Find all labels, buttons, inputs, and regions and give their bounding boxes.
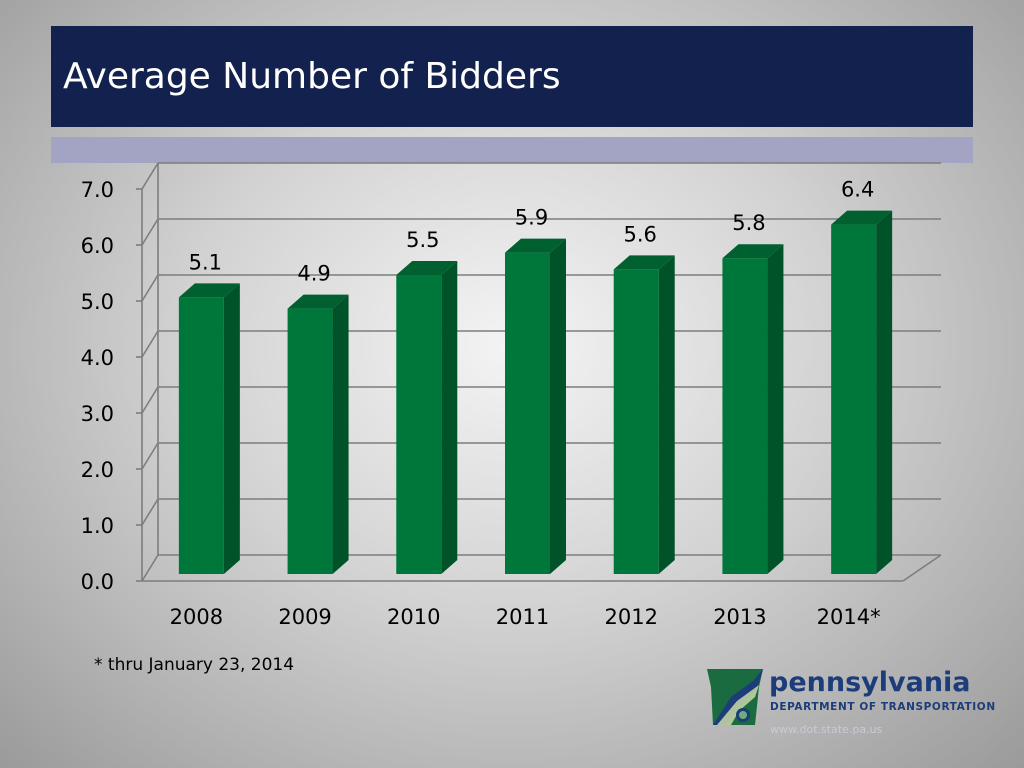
- gridline-depth: [141, 554, 159, 582]
- bar-top: [722, 244, 784, 259]
- bar-side: [550, 238, 566, 574]
- keystone-icon: [707, 669, 763, 725]
- bar: [722, 244, 784, 574]
- penndot-logo[interactable]: pennsylvania DEPARTMENT OF TRANSPORTATIO…: [703, 665, 995, 745]
- gridline-depth: [141, 442, 159, 470]
- x-tick-label: 2010: [387, 605, 440, 629]
- title-underbar: [51, 137, 973, 163]
- footnote: * thru January 23, 2014: [94, 655, 295, 675]
- gridline-depth: [141, 498, 159, 526]
- bar: [396, 261, 458, 574]
- x-tick-label: 2012: [604, 605, 657, 629]
- bar: [831, 210, 893, 574]
- x-tick-label: 2009: [278, 605, 331, 629]
- bar-front: [178, 297, 224, 574]
- x-tick-label: 2014*: [817, 605, 881, 629]
- data-label: 5.9: [515, 206, 548, 230]
- bar: [287, 294, 349, 574]
- y-tick-label: 6.0: [81, 234, 114, 258]
- bar-top: [831, 210, 893, 225]
- gridline-depth: [141, 330, 159, 358]
- logo-department: DEPARTMENT OF TRANSPORTATION: [770, 701, 996, 713]
- slide-title: Average Number of Bidders: [63, 56, 561, 97]
- logo-wordmark: pennsylvania: [769, 667, 971, 698]
- bar: [613, 255, 675, 574]
- bar-side: [441, 261, 458, 574]
- gridline-depth: [141, 162, 159, 190]
- data-label: 5.6: [624, 222, 657, 246]
- bar-top: [178, 283, 240, 298]
- bars: [178, 210, 893, 574]
- y-tick-label: 2.0: [81, 458, 114, 482]
- y-tick-label: 4.0: [81, 346, 114, 370]
- gridline-depth: [141, 218, 159, 246]
- bar-side: [658, 255, 675, 574]
- bar-top: [396, 261, 458, 275]
- y-tick-label: 7.0: [81, 178, 114, 202]
- title-bar: Average Number of Bidders: [51, 26, 973, 127]
- data-label: 5.1: [189, 250, 222, 274]
- bar: [178, 283, 240, 574]
- bar-top: [613, 255, 675, 270]
- y-tick-label: 5.0: [81, 290, 114, 314]
- bar-front: [396, 275, 442, 574]
- bar-side: [876, 210, 893, 574]
- bar-front: [722, 258, 768, 574]
- floor-right-edge: [902, 554, 942, 582]
- data-label: 5.8: [732, 211, 765, 235]
- bar-side: [767, 244, 784, 574]
- bar-top: [287, 294, 349, 309]
- bar-side: [332, 294, 349, 574]
- data-label: 4.9: [297, 262, 330, 286]
- y-tick-label: 3.0: [81, 402, 114, 426]
- bar-front: [287, 308, 333, 574]
- bar-top: [505, 238, 566, 253]
- y-tick-label: 0.0: [81, 570, 114, 594]
- bar-front: [613, 269, 659, 574]
- data-label: 5.5: [406, 228, 439, 252]
- bar-front: [831, 224, 877, 574]
- data-label: 6.4: [841, 178, 874, 202]
- x-tick-label: 2011: [496, 605, 549, 629]
- bar-front: [505, 252, 550, 574]
- x-tick-label: 2008: [170, 605, 223, 629]
- logo-url: www.dot.state.pa.us: [770, 723, 883, 736]
- labels: 0.0 1.0 2.0 3.0 4.0 5.0 6.0 7.0 5.1 2008 4.9 2009 5.…: [81, 178, 881, 629]
- y-tick-label: 1.0: [81, 514, 114, 538]
- bar: [505, 238, 566, 574]
- x-tick-label: 2013: [713, 605, 766, 629]
- gridline-depth: [141, 386, 159, 414]
- gridline-depth: [141, 274, 159, 302]
- axes: [136, 188, 942, 582]
- bar-side: [223, 283, 240, 574]
